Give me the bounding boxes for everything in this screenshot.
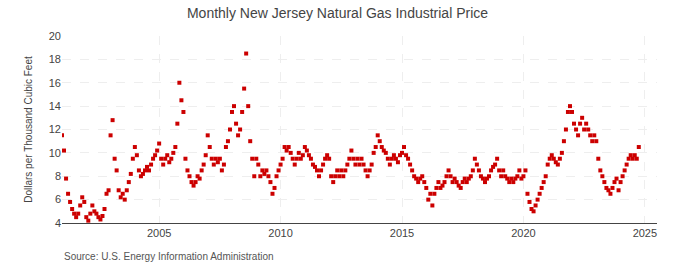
svg-text:2005: 2005 [147,227,171,239]
svg-text:14: 14 [49,100,61,112]
svg-text:4: 4 [55,217,61,229]
svg-text:10: 10 [49,147,61,159]
svg-text:Monthly New Jersey Natural Gas: Monthly New Jersey Natural Gas Industria… [187,5,488,21]
svg-text:6: 6 [55,193,61,205]
svg-text:2015: 2015 [390,227,414,239]
svg-text:2020: 2020 [511,227,535,239]
svg-text:Dollars per Thousand Cubic Fee: Dollars per Thousand Cubic Feet [23,56,34,203]
svg-text:Source: U.S. Energy Informatio: Source: U.S. Energy Information Administ… [64,251,274,262]
svg-text:2010: 2010 [268,227,292,239]
svg-text:8: 8 [55,170,61,182]
svg-text:12: 12 [49,123,61,135]
svg-text:2025: 2025 [633,227,657,239]
svg-text:16: 16 [49,77,61,89]
svg-text:18: 18 [49,53,61,65]
svg-text:20: 20 [49,30,61,42]
